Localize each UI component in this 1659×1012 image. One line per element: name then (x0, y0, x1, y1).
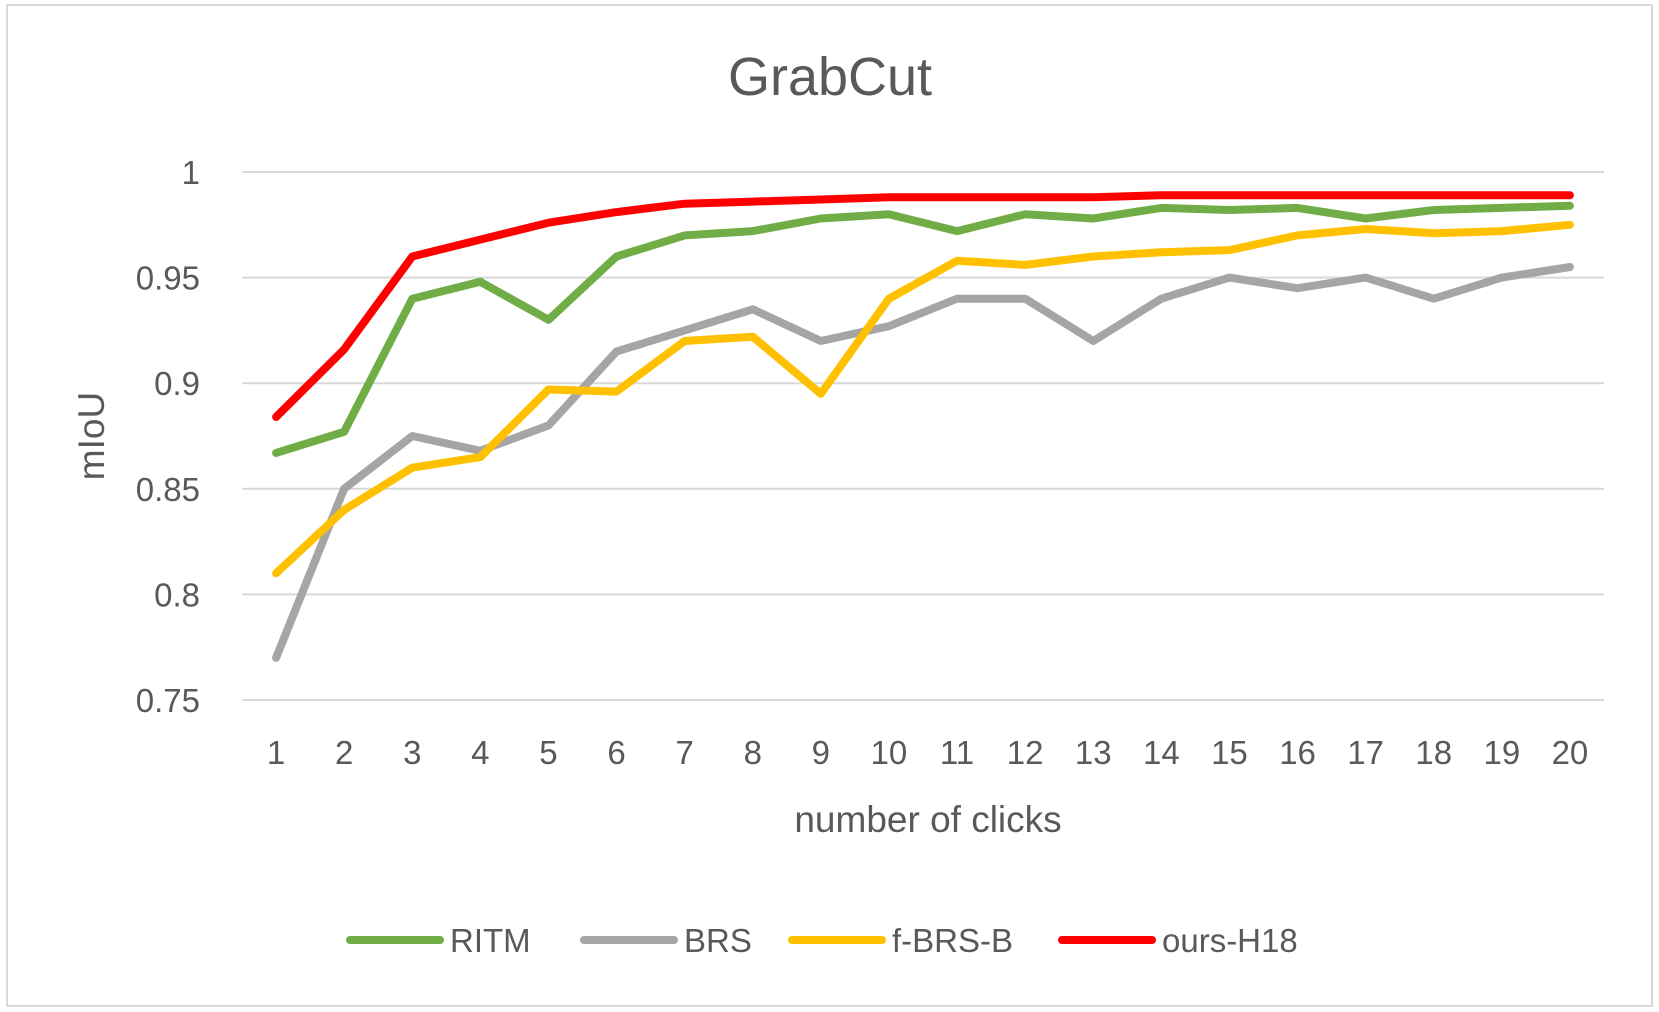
x-tick-label: 2 (335, 734, 353, 771)
series-line-f-brs-b (272, 220, 1574, 578)
y-axis-label: mIoU (71, 392, 112, 480)
x-tick-label: 18 (1415, 734, 1452, 771)
legend: RITM BRS f-BRS-B ours-H18 (346, 922, 1298, 959)
series-lines (272, 191, 1574, 662)
series-line-ritm (272, 201, 1574, 457)
x-tick-label: 20 (1552, 734, 1589, 771)
legend-label: ours-H18 (1162, 922, 1298, 959)
y-tick-label: 0.75 (136, 682, 200, 719)
x-tick-label: 6 (607, 734, 625, 771)
x-tick-label: 14 (1143, 734, 1180, 771)
x-tick-label: 3 (403, 734, 421, 771)
x-tick-label: 7 (675, 734, 693, 771)
legend-label: BRS (684, 922, 752, 959)
x-axis-label: number of clicks (794, 799, 1061, 840)
legend-label: f-BRS-B (892, 922, 1013, 959)
x-tick-label: 16 (1279, 734, 1316, 771)
legend-item: f-BRS-B (788, 922, 1013, 959)
x-tick-label: 11 (940, 734, 974, 771)
legend-item: BRS (580, 922, 752, 959)
x-tick-label: 17 (1347, 734, 1384, 771)
x-tick-label: 9 (812, 734, 830, 771)
x-tick-label: 12 (1007, 734, 1044, 771)
legend-item: RITM (346, 922, 531, 959)
x-tick-label: 15 (1211, 734, 1248, 771)
y-tick-label: 0.85 (136, 471, 200, 508)
y-tick-label: 0.9 (154, 365, 200, 402)
x-tick-label: 19 (1483, 734, 1520, 771)
series-line-ours-h18 (272, 191, 1574, 421)
x-tick-label: 4 (471, 734, 489, 771)
legend-item: ours-H18 (1058, 922, 1298, 959)
y-tick-label: 1 (182, 154, 200, 191)
x-tick-label: 8 (744, 734, 762, 771)
y-axis-ticks: 0.75 0.8 0.85 0.9 0.95 1 (136, 154, 200, 719)
legend-label: RITM (450, 922, 531, 959)
x-tick-label: 10 (871, 734, 908, 771)
x-tick-label: 1 (267, 734, 285, 771)
x-tick-label: 5 (539, 734, 557, 771)
y-tick-label: 0.95 (136, 260, 200, 297)
y-tick-label: 0.8 (154, 576, 200, 613)
x-axis-ticks: 1 2 3 4 5 6 7 8 9 10 11 12 13 14 15 16 17 18 19 20 (267, 734, 1588, 771)
x-tick-label: 13 (1075, 734, 1112, 771)
chart-title: GrabCut (728, 47, 932, 107)
